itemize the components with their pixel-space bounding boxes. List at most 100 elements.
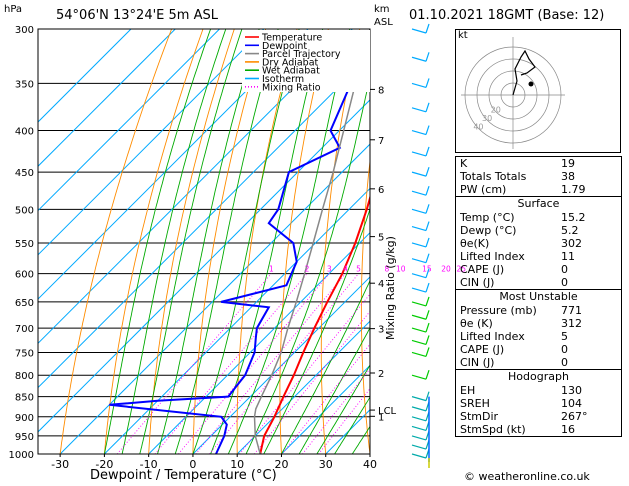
mixing-ratio-line	[154, 273, 308, 454]
index-row: K 19	[456, 157, 621, 170]
pressure-tick-label: 1000	[9, 450, 34, 461]
pressure-tick-label: 350	[15, 79, 34, 90]
most-unstable-value: 312	[561, 317, 582, 330]
x-tick-label: 0	[189, 458, 196, 471]
height-unit-km: km	[374, 4, 390, 15]
parcel-trajectory-line	[253, 29, 370, 454]
isotherm-line	[38, 29, 176, 167]
dry-adiabat-line	[236, 29, 298, 454]
legend-entry: Parcel Trajectory	[262, 49, 341, 60]
wind-barb-flag	[425, 166, 430, 177]
wind-barb	[411, 339, 427, 346]
km-tick-label: 8	[378, 85, 384, 96]
hodograph-stat-label: EH	[460, 384, 476, 397]
surface-value: 11	[561, 250, 575, 263]
wind-barb	[411, 425, 427, 432]
wind-barb	[411, 416, 427, 422]
isotherm-line	[38, 99, 370, 433]
wind-barb	[411, 151, 427, 157]
wind-barb	[411, 208, 427, 214]
mixing-ratio-label: 5	[356, 265, 361, 274]
indices-panel: K 19 Totals Totals 38 PW (cm) 1.79 Surface Te…	[455, 156, 622, 437]
dry-adiabat-line	[360, 157, 370, 454]
surface-label: CIN (J)	[460, 276, 495, 289]
legend-entry: Dewpoint	[262, 41, 307, 52]
most-unstable-value: 0	[561, 356, 568, 369]
plot-frame	[37, 28, 371, 455]
wind-barb	[411, 396, 427, 402]
hodograph-trace	[512, 49, 536, 96]
legend-entry: Isotherm	[262, 74, 304, 85]
mixing-ratio-line	[195, 273, 346, 454]
index-value: 38	[561, 170, 575, 183]
most-unstable-label: Lifted Index	[460, 330, 525, 343]
mixing-ratio-line	[318, 387, 370, 454]
hodograph-stat-row: EH 130	[456, 384, 621, 397]
most-unstable-label: CIN (J)	[460, 356, 495, 369]
hodograph-stat-value: 130	[561, 384, 582, 397]
height-unit-asl: ASL	[374, 17, 393, 28]
km-tick-label: 1	[378, 412, 384, 423]
mixing-ratio-label: 25	[456, 265, 466, 274]
wind-barb	[411, 171, 427, 177]
surface-value: 0	[561, 276, 568, 289]
mixing-ratio-line	[209, 273, 359, 454]
dry-adiabat-line	[192, 29, 267, 454]
legend-entry: Mixing Ratio	[262, 82, 321, 93]
dry-adiabat-line	[400, 29, 423, 454]
wind-barb-flag	[425, 125, 430, 135]
surface-value: 302	[561, 237, 582, 250]
wind-barb	[411, 327, 427, 333]
wind-barb	[411, 242, 427, 248]
pressure-tick-label: 400	[15, 127, 34, 138]
isotherm-line	[38, 29, 309, 300]
dry-adiabat-line	[103, 29, 204, 454]
surface-label: Temp (°C)	[460, 211, 515, 224]
mixing-ratio-line	[302, 368, 370, 454]
wind-barb	[411, 82, 427, 88]
pressure-tick-label: 300	[15, 25, 34, 36]
legend-entry: Temperature	[261, 33, 322, 44]
wet-adiabat-line	[121, 29, 227, 454]
index-row: PW (cm) 1.79	[456, 183, 621, 196]
wind-barb	[411, 129, 427, 136]
most-unstable-label: CAPE (J)	[460, 343, 505, 356]
wet-adiabat-line	[210, 29, 324, 454]
index-value: 19	[561, 157, 575, 170]
wind-barb-flag	[425, 391, 430, 401]
wind-barb-flag	[425, 23, 430, 34]
pressure-tick-label: 850	[15, 393, 34, 404]
wind-barb	[411, 287, 427, 293]
most-unstable-row: Pressure (mb) 771	[456, 304, 621, 317]
index-value: 1.79	[561, 183, 586, 196]
km-tick-label: 2	[378, 369, 384, 380]
hodograph-frame	[455, 29, 621, 153]
wet-adiabat-line	[316, 364, 370, 454]
pressure-tick-label: 500	[15, 205, 34, 216]
km-tick-label: 7	[378, 136, 384, 147]
wind-barb-flag	[425, 221, 430, 231]
surface-title: Surface	[517, 197, 560, 210]
x-tick-label: 20	[274, 458, 288, 471]
wind-barb-flag	[425, 204, 430, 214]
mixing-ratio-label: 1	[269, 265, 274, 274]
wind-barb-flag	[425, 282, 430, 293]
wind-barb	[411, 107, 427, 113]
x-tick-label: -30	[51, 458, 69, 471]
surface-row: Dewp (°C) 5.2	[456, 224, 621, 237]
pressure-unit-label: hPa	[4, 4, 23, 15]
wind-barb-flag	[425, 253, 430, 263]
pressure-tick-label: 750	[15, 348, 34, 359]
wind-barb-flag	[425, 310, 430, 320]
wind-barb	[411, 453, 427, 459]
wind-barb-flag	[425, 52, 430, 62]
x-tick-label: -20	[95, 458, 113, 471]
mixing-ratio-label: 20	[441, 265, 451, 274]
hodograph-ring-label: 30	[482, 114, 492, 123]
mixing-ratio-label: 4	[343, 265, 348, 274]
wind-barb-flag	[425, 347, 430, 357]
wind-barb	[411, 406, 427, 412]
index-label: Totals Totals	[460, 170, 527, 183]
wet-adiabat-line	[298, 326, 370, 454]
